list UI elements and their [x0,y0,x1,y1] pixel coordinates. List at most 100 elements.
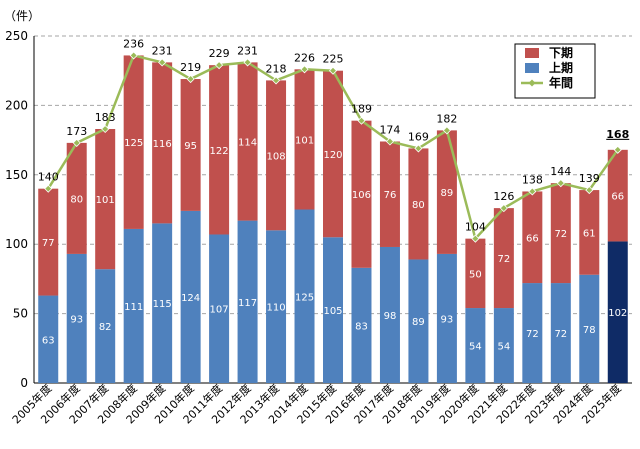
data-label-upper: 93 [441,314,454,325]
data-label-upper: 98 [384,311,397,322]
annual-point [215,61,224,70]
data-label-lower: 114 [238,137,257,148]
bar-upper [237,220,258,383]
bar-lower [294,69,315,210]
data-label-lower: 76 [384,190,397,201]
bar-lower [209,65,230,235]
bar-lower [436,130,457,254]
bar-upper [294,209,315,383]
annual-point [471,234,480,243]
bar-upper [607,241,628,383]
data-label-lower: 80 [412,200,425,211]
annual-point [414,144,423,153]
y-tick-label: 0 [20,376,28,390]
annual-point [300,65,309,74]
bar-upper [465,308,486,383]
y-tick-label: 150 [5,168,28,182]
bar-upper [436,253,457,383]
bar-lower [607,149,628,242]
bar-lower [123,55,144,229]
bar-lower [323,70,343,238]
data-label-lower: 89 [441,188,454,199]
bar-lower [379,141,400,247]
data-label-upper: 125 [295,292,314,303]
data-label-upper: 107 [210,305,229,316]
data-label-upper: 83 [355,321,368,332]
data-label-upper: 54 [497,342,510,353]
annual-point [385,137,395,146]
annual-point [44,184,53,193]
data-label-upper: 124 [181,293,200,304]
annual-total-label: 168 [606,128,629,141]
data-label-upper: 102 [608,308,627,319]
annual-total-label: 182 [436,112,457,125]
bar-lower [550,183,571,284]
data-label-lower: 120 [323,150,342,161]
annual-point [72,138,81,147]
bar-lower [152,62,173,224]
data-label-lower: 66 [526,233,539,244]
legend-swatch [525,63,539,73]
annual-point [328,66,338,75]
y-tick-label: 50 [13,307,28,321]
bar-lower [95,128,116,270]
annual-point [271,76,281,85]
bar-upper [550,283,571,383]
bar-lower [408,148,429,260]
data-label-lower: 50 [469,269,482,280]
bar-lower [266,80,287,231]
data-label-upper: 54 [469,342,482,353]
data-label-upper: 72 [554,329,567,340]
data-label-lower: 72 [554,229,567,240]
data-label-lower: 101 [96,195,115,206]
annual-total-label: 183 [95,111,116,124]
bar-upper [351,267,372,383]
bar-lower [38,188,59,296]
bar-upper [66,253,87,383]
legend-label: 年間 [549,75,573,90]
bar-lower [237,62,258,221]
data-label-lower: 125 [124,138,143,149]
annual-total-label: 144 [550,165,571,178]
bar-upper [579,274,600,383]
data-label-upper: 115 [153,299,172,310]
bar-lower [579,190,600,275]
data-label-lower: 66 [611,192,624,203]
annual-point [243,58,252,67]
annual-point [613,145,622,154]
annual-point [556,179,565,188]
bar-lower [522,191,543,284]
annual-total-label: 231 [152,44,173,57]
data-label-upper: 63 [42,335,55,346]
bar-lower [351,120,372,268]
data-label-lower: 72 [497,254,510,265]
annual-total-label: 104 [465,221,486,234]
bar-upper [209,234,230,383]
legend-swatch [525,48,539,58]
bar-upper [123,228,144,383]
y-tick-label: 200 [5,98,28,112]
data-label-lower: 116 [153,139,172,150]
y-tick-label: 100 [5,237,28,251]
annual-total-label: 236 [123,37,144,50]
annual-total-label: 138 [522,173,543,186]
annual-total-label: 219 [180,61,201,74]
bar-upper [493,308,514,383]
data-label-lower: 106 [352,190,371,201]
data-label-upper: 105 [323,306,342,317]
bar-lower [180,79,201,211]
bar-upper [379,246,400,383]
data-label-upper: 111 [124,302,143,313]
annual-total-label: 226 [294,51,315,64]
data-label-upper: 82 [99,322,112,333]
annual-point [528,187,537,196]
y-axis-unit-label: （件） [4,9,40,23]
data-label-lower: 80 [70,194,83,205]
data-label-lower: 101 [295,135,314,146]
data-label-lower: 61 [583,228,596,239]
bar-upper [323,237,343,383]
annual-point [101,124,110,134]
data-label-upper: 72 [526,329,539,340]
annual-total-label: 169 [408,130,429,143]
